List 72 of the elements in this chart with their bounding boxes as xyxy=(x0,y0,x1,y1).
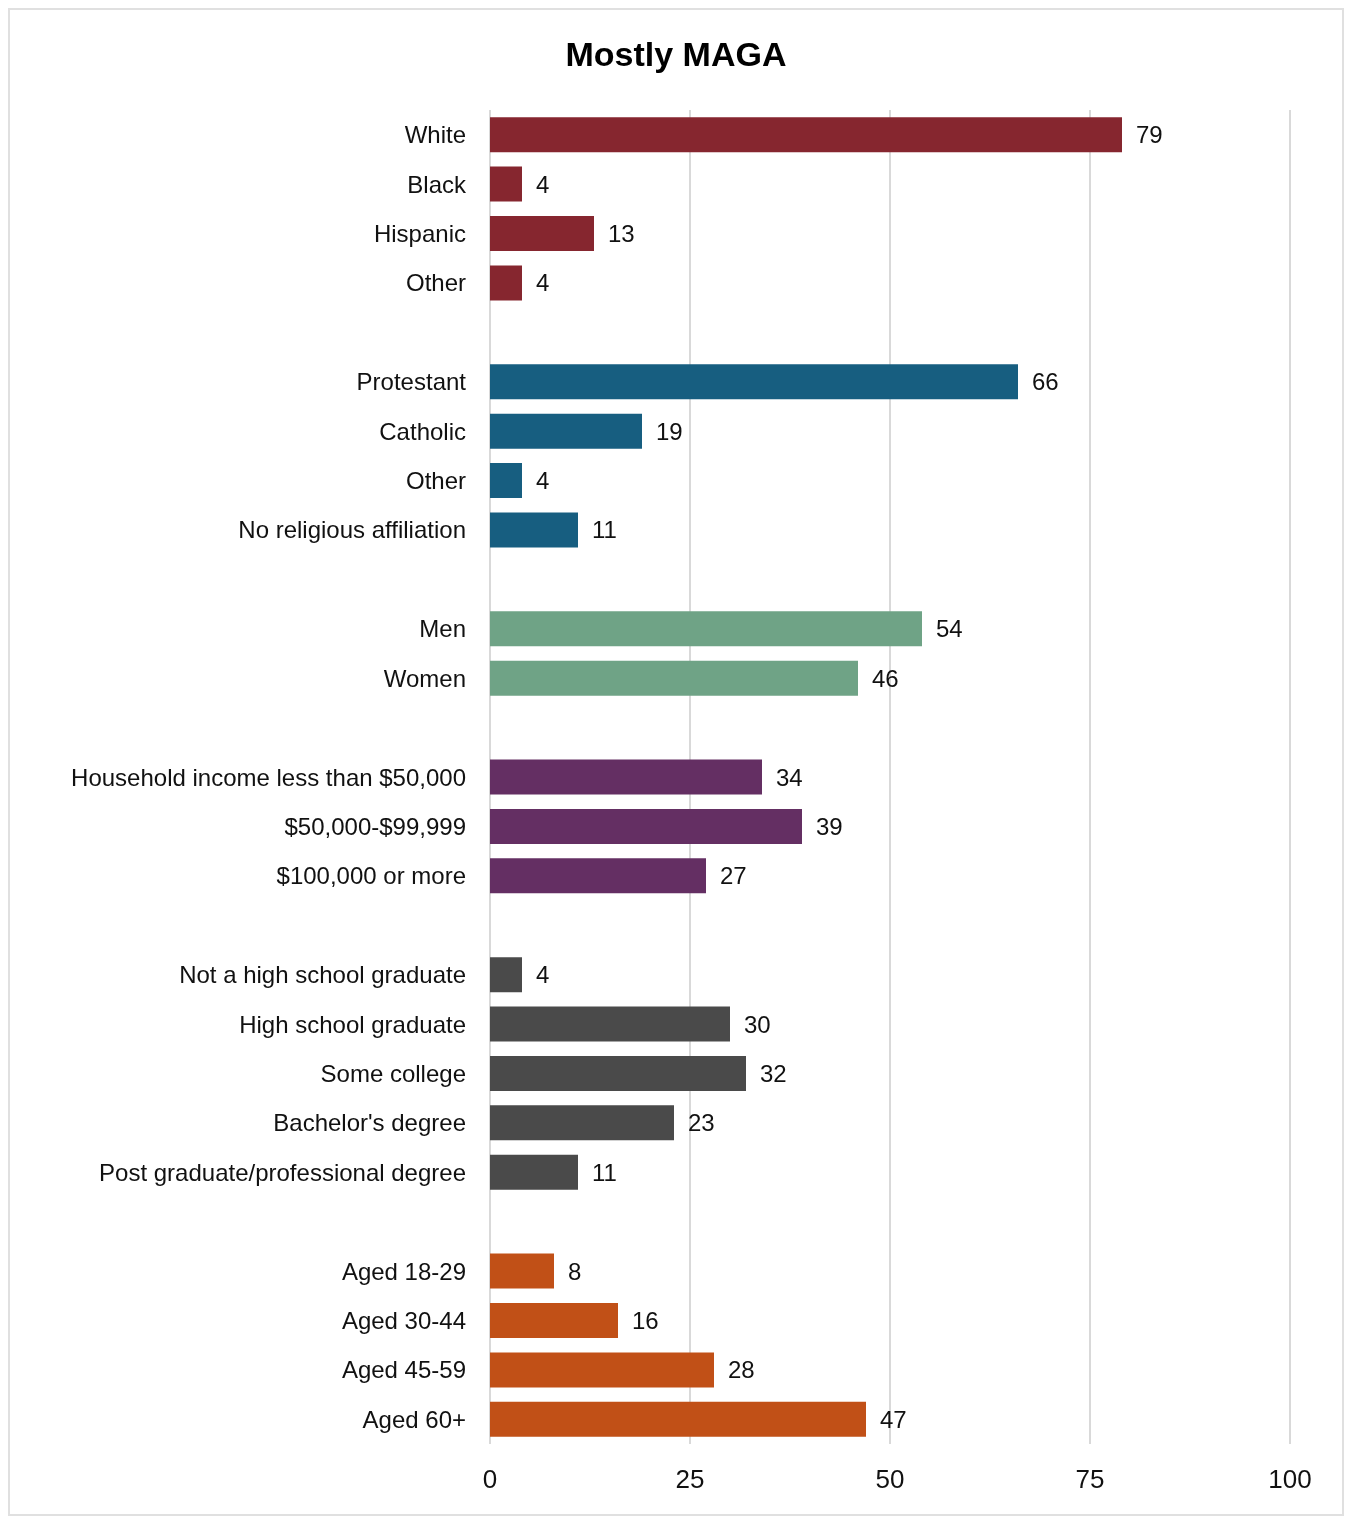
data-label: 13 xyxy=(608,220,635,248)
data-label: 8 xyxy=(568,1257,582,1285)
bar xyxy=(490,512,578,548)
data-label: 30 xyxy=(744,1010,771,1038)
bar xyxy=(490,957,522,993)
data-label: 32 xyxy=(760,1059,787,1087)
y-tick-label: Hispanic xyxy=(373,220,466,248)
bar xyxy=(490,413,642,449)
bar xyxy=(490,1302,618,1338)
bar xyxy=(490,117,1122,153)
data-label: 54 xyxy=(936,615,963,643)
y-tick-label: Bachelor's degree xyxy=(273,1109,466,1137)
bar xyxy=(490,1105,674,1141)
data-label: 11 xyxy=(592,516,617,544)
chart-title: Mostly MAGA xyxy=(565,35,787,73)
y-tick-label: Protestant xyxy=(356,368,467,396)
y-tick-label: Aged 60+ xyxy=(362,1405,466,1433)
bar xyxy=(490,216,594,252)
bar xyxy=(490,660,858,696)
data-label: 39 xyxy=(816,812,843,840)
y-tick-label: Aged 45-59 xyxy=(341,1356,466,1384)
x-tick-label: 25 xyxy=(675,1464,705,1494)
data-label: 46 xyxy=(872,664,899,692)
bar xyxy=(490,1352,714,1388)
data-label: 66 xyxy=(1032,368,1059,396)
bar xyxy=(490,364,1018,400)
data-label: 23 xyxy=(688,1109,715,1137)
bar xyxy=(490,1055,746,1091)
bar xyxy=(490,1006,730,1042)
data-label: 79 xyxy=(1136,121,1163,149)
x-tick-label: 50 xyxy=(875,1464,905,1494)
data-label: 4 xyxy=(536,269,550,297)
y-tick-label: White xyxy=(404,121,466,149)
y-tick-label: $50,000-$99,999 xyxy=(284,812,466,840)
y-tick-label: Other xyxy=(405,467,466,495)
y-tick-label: Not a high school graduate xyxy=(179,961,466,989)
y-tick-label: Men xyxy=(419,615,466,643)
y-tick-label: Some college xyxy=(320,1059,466,1087)
data-label: 34 xyxy=(776,763,803,791)
bar xyxy=(490,166,522,202)
bar xyxy=(490,1253,554,1289)
bar xyxy=(490,265,522,301)
y-tick-label: Household income less than $50,000 xyxy=(71,763,466,791)
y-tick-label: High school graduate xyxy=(239,1010,466,1038)
y-tick-label: $100,000 or more xyxy=(276,862,466,890)
data-label: 4 xyxy=(536,170,550,198)
data-label: 28 xyxy=(728,1356,755,1384)
y-tick-label: Catholic xyxy=(379,417,466,445)
x-tick-label: 75 xyxy=(1075,1464,1105,1494)
y-tick-label: Aged 30-44 xyxy=(341,1306,466,1334)
data-label: 27 xyxy=(720,862,747,890)
bar xyxy=(490,858,706,894)
data-label: 4 xyxy=(536,961,550,989)
x-tick-label: 0 xyxy=(482,1464,498,1494)
bar xyxy=(490,808,802,844)
bar xyxy=(490,463,522,499)
bar xyxy=(490,1154,578,1190)
x-tick-label: 100 xyxy=(1268,1464,1312,1494)
bar xyxy=(490,1401,866,1437)
data-label: 47 xyxy=(880,1405,907,1433)
data-label: 11 xyxy=(592,1158,617,1186)
y-tick-label: Women xyxy=(383,664,466,692)
y-tick-label: Aged 18-29 xyxy=(341,1257,466,1285)
data-label: 16 xyxy=(632,1306,659,1334)
y-tick-label: Post graduate/professional degree xyxy=(99,1158,466,1186)
y-tick-label: Black xyxy=(407,170,467,198)
y-tick-label: Other xyxy=(405,269,466,297)
bar xyxy=(490,611,922,647)
y-tick-label: No religious affiliation xyxy=(238,516,466,544)
bar xyxy=(490,759,762,795)
data-label: 19 xyxy=(656,417,683,445)
data-label: 4 xyxy=(536,467,550,495)
